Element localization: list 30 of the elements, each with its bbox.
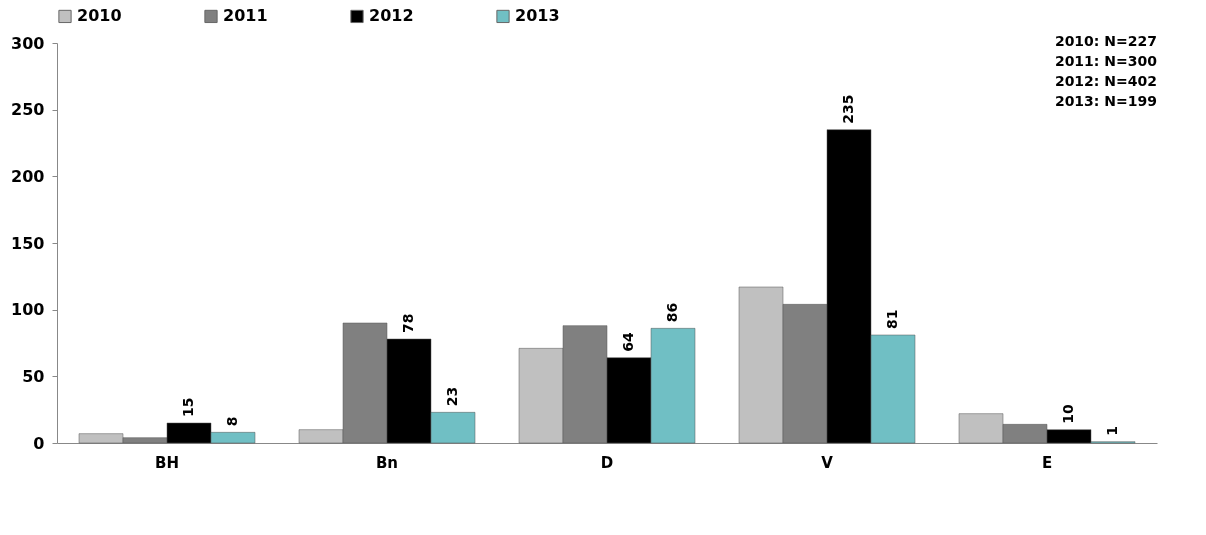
y-tick-label: 100 — [11, 300, 45, 320]
x-tick-label: Bn — [375, 453, 399, 472]
y-tick-label: 200 — [11, 166, 45, 186]
data-label: 235 — [840, 94, 856, 124]
data-label: 10 — [1060, 403, 1076, 424]
legend-label: 2012 — [369, 6, 414, 26]
annotation: 2010: N=227 — [1054, 33, 1157, 49]
data-label: 81 — [884, 309, 900, 329]
data-label: 64 — [620, 331, 636, 352]
legend-label: 2010 — [77, 6, 122, 26]
y-tick-label: 300 — [11, 33, 45, 53]
data-label: 78 — [400, 313, 416, 333]
data-label: 15 — [180, 397, 196, 417]
y-tick-label: 150 — [11, 233, 45, 253]
annotation: 2013: N=199 — [1054, 93, 1157, 109]
x-tick-label: BH — [155, 453, 179, 472]
legend-label: 2011 — [223, 6, 268, 26]
y-tick-label: 0 — [33, 433, 45, 453]
x-tick-label: V — [821, 453, 834, 472]
data-label: 86 — [664, 302, 680, 323]
annotation: 2012: N=402 — [1054, 73, 1157, 89]
data-label: 1 — [1104, 425, 1120, 436]
data-label: 8 — [224, 416, 240, 427]
data-label: 23 — [444, 386, 460, 407]
x-tick-label: D — [600, 453, 614, 472]
annotation: 2011: N=300 — [1054, 53, 1158, 69]
legend-label: 2013 — [515, 6, 560, 26]
x-tick-label: E — [1041, 453, 1053, 472]
y-tick-label: 50 — [22, 366, 45, 386]
y-tick-label: 250 — [11, 100, 45, 120]
